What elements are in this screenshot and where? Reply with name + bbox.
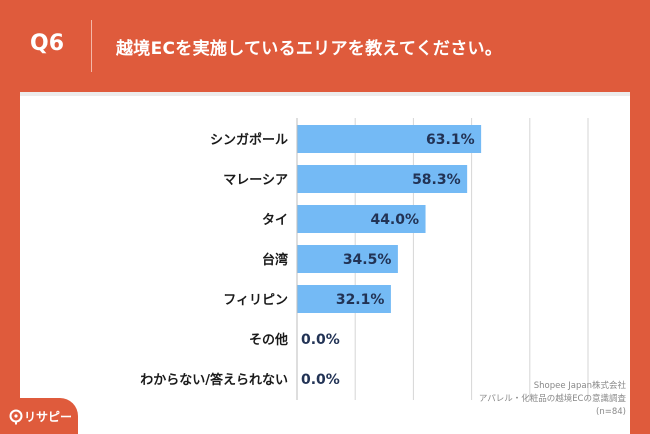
header: Q6 越境ECを実施しているエリアを教えてください。 — [0, 0, 650, 90]
value-label: 58.3% — [412, 172, 461, 188]
header-divider — [91, 20, 92, 72]
bar — [297, 245, 398, 273]
bar — [297, 205, 426, 233]
panel-top-stripe — [20, 92, 630, 96]
value-label: 0.0% — [301, 372, 340, 388]
value-label: 32.1% — [336, 292, 385, 308]
brand-logo: リサピー — [0, 398, 78, 434]
category-label: マレーシア — [223, 173, 288, 188]
map-pin-icon — [9, 409, 23, 425]
bar-layer — [297, 125, 482, 313]
label-layer: シンガポール 63.1% マレーシア 58.3% タイ 44.0% 台湾 34.5% フィリピン… — [140, 132, 474, 388]
bar — [297, 285, 391, 313]
value-label: 63.1% — [426, 132, 475, 148]
category-label: 台湾 — [262, 252, 288, 268]
bar — [297, 125, 482, 153]
question-text: 越境ECを実施しているエリアを教えてください。 — [116, 39, 503, 59]
value-label: 0.0% — [301, 332, 340, 348]
source-sample-size: (n=84) — [596, 407, 626, 417]
category-label: シンガポール — [210, 132, 288, 148]
logo-text: リサピー — [24, 410, 73, 424]
category-label: フィリピン — [223, 293, 288, 308]
source-company: Shopee Japan株式会社 — [533, 381, 626, 391]
value-label: 34.5% — [343, 252, 392, 268]
category-label: その他 — [249, 332, 288, 348]
source-note: Shopee Japan株式会社 アパレル・化粧品の越境ECの意識調査 (n=8… — [479, 380, 626, 419]
value-label: 44.0% — [370, 212, 419, 228]
bar — [297, 165, 468, 193]
source-survey: アパレル・化粧品の越境ECの意識調査 — [478, 394, 626, 404]
question-number: Q6 — [30, 31, 65, 56]
category-label: タイ — [262, 213, 288, 228]
category-label: わからない/答えられない — [140, 372, 288, 388]
